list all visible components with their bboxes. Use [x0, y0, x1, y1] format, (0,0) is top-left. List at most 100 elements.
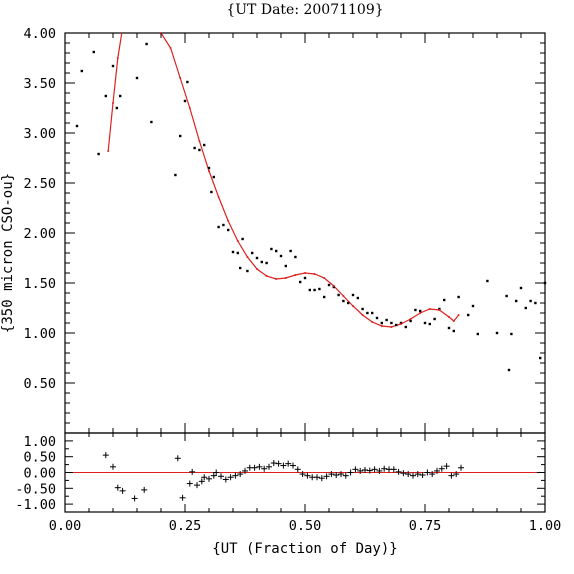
data-point	[279, 254, 283, 258]
fit-node	[352, 305, 354, 307]
residual-point	[237, 471, 244, 478]
data-point	[227, 228, 230, 232]
residual-point	[443, 463, 450, 470]
fit-node	[265, 275, 268, 277]
data-point	[337, 293, 340, 297]
fit-node	[428, 308, 431, 310]
data-point	[150, 120, 153, 124]
data-point	[145, 42, 148, 46]
fit-node	[419, 312, 422, 314]
residual-point	[227, 474, 234, 481]
x-tick-label: 0.25	[169, 518, 202, 534]
residual-point	[362, 466, 368, 473]
data-point	[92, 50, 95, 54]
residual-point	[429, 471, 436, 478]
residual-point	[410, 472, 416, 479]
residual-point	[419, 472, 426, 479]
residual-point	[119, 487, 126, 494]
fit-node	[236, 240, 239, 242]
data-point	[236, 251, 239, 255]
fit-curve	[107, 33, 460, 328]
residual-point	[342, 472, 349, 479]
fit-node	[198, 140, 201, 142]
fit-node	[294, 274, 297, 276]
data-point	[519, 286, 523, 290]
residual-point	[186, 480, 193, 487]
residual-point	[395, 468, 402, 475]
fit-node	[371, 321, 374, 323]
x-axis-ticks: 0.00 0.25 0.50 0.75 1.00	[49, 33, 561, 534]
data-point	[375, 316, 379, 320]
data-point	[203, 143, 206, 147]
data-point	[217, 225, 220, 229]
data-point	[327, 283, 331, 287]
fit-node	[256, 268, 258, 270]
fit-node	[332, 285, 335, 287]
fit-node	[457, 314, 460, 316]
data-point	[75, 124, 79, 128]
data-point	[179, 134, 182, 138]
residual-point	[318, 475, 325, 482]
main-y-tick-label: 1.50	[23, 276, 56, 292]
data-point	[443, 298, 446, 302]
fit-node	[361, 314, 364, 316]
data-point	[284, 264, 287, 268]
fit-node	[390, 326, 393, 328]
data-point	[414, 308, 417, 312]
data-point	[467, 313, 470, 317]
residual-point	[290, 462, 296, 469]
residual-point	[333, 472, 340, 479]
data-point	[255, 256, 259, 260]
data-point	[380, 321, 383, 325]
data-point	[347, 301, 350, 305]
data-point	[505, 294, 508, 298]
residual-point	[424, 469, 431, 476]
data-point	[260, 260, 263, 264]
residual-point	[218, 473, 224, 480]
residual-point	[194, 482, 200, 489]
data-point	[395, 323, 398, 327]
residual-point	[414, 471, 421, 478]
data-point	[476, 332, 479, 336]
fit-node	[246, 256, 249, 258]
main-y-tick-label: 4.00	[23, 26, 56, 42]
residual-point	[357, 467, 364, 474]
data-point	[239, 266, 242, 270]
data-point	[193, 146, 196, 150]
residual-point	[213, 469, 220, 476]
data-point	[438, 307, 441, 311]
data-point	[495, 331, 499, 335]
residual-point	[366, 467, 373, 474]
data-point	[385, 318, 388, 322]
residual-point	[299, 471, 306, 478]
data-point	[342, 299, 345, 303]
residual-point	[371, 466, 378, 473]
data-point	[198, 148, 201, 152]
resid-y-tick-label: 0.50	[23, 450, 56, 466]
fit-node	[342, 295, 345, 297]
data-point	[241, 237, 244, 241]
residual-point	[114, 484, 121, 491]
fit-node	[452, 320, 455, 322]
fit-node	[227, 220, 230, 222]
data-point	[371, 311, 374, 315]
residual-point	[102, 452, 109, 459]
fit-node	[275, 278, 278, 280]
data-point	[231, 250, 235, 254]
main-y-tick-label: 2.00	[23, 226, 56, 242]
residual-point	[242, 467, 248, 474]
residual-point	[201, 474, 208, 481]
residual-point	[314, 474, 320, 481]
data-point	[524, 306, 527, 310]
residual-y-ticks: 1.000.500.00-0.50-1.00	[15, 434, 545, 513]
residual-point	[405, 471, 412, 478]
residual-point	[390, 466, 397, 473]
residual-point	[198, 478, 205, 485]
x-tick-label: 0.75	[409, 518, 442, 534]
main-y-tick-label: 1.00	[23, 326, 56, 342]
fit-node	[438, 309, 441, 311]
data-point	[183, 99, 187, 103]
data-point	[308, 288, 311, 292]
residual-point	[438, 465, 445, 472]
